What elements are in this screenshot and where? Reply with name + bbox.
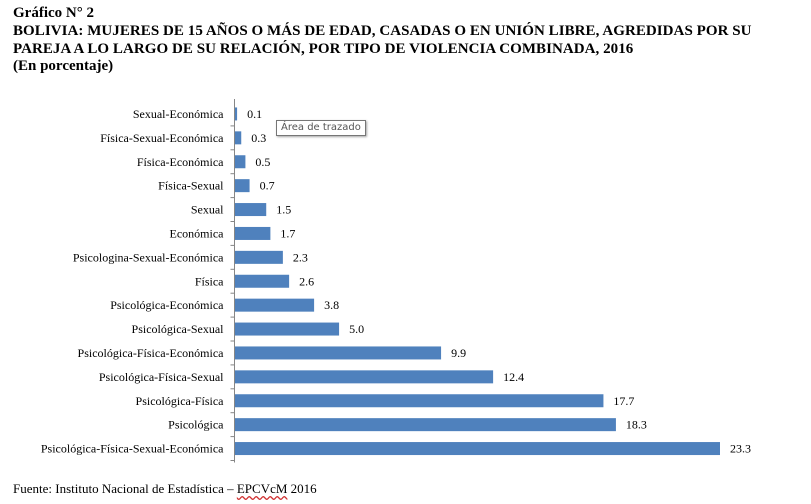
category-label: Sexual [191,203,224,217]
bar[interactable] [235,131,242,145]
data-label: 23.3 [730,442,751,456]
data-label: 0.5 [255,155,270,169]
bar[interactable] [235,442,720,456]
bar[interactable] [235,346,442,360]
category-label: Física [195,274,224,288]
plot-area-tooltip: Área de trazado [276,120,366,136]
chart-unit: (En porcentaje) [13,58,114,74]
bar[interactable] [235,418,616,432]
bar[interactable] [235,250,283,264]
category-label: Psicológica-Física-Sexual-Económica [41,442,224,456]
category-label: Económica [170,226,225,240]
category-label: Física-Económica [137,155,224,169]
category-label: Psicológica-Física-Sexual [99,370,224,384]
bar[interactable] [235,203,267,217]
bar[interactable] [235,155,246,169]
category-label: Física-Sexual-Económica [100,131,224,145]
bar-chart[interactable]: Sexual-Económica 0.1 Física-Sexual-Económi… [0,96,811,466]
category-label: Psicológica-Sexual [132,322,225,336]
data-label: 2.3 [293,250,308,264]
data-label: 2.6 [299,274,314,288]
bar[interactable] [235,107,238,121]
bar[interactable] [235,179,250,193]
chart-heading: Gráfico N° 2 BOLIVIA: MUJERES DE 15 AÑOS… [13,5,803,75]
bar[interactable] [235,370,494,384]
source-year: 2016 [287,481,317,496]
chart-title: BOLIVIA: MUJERES DE 15 AÑOS O MÁS DE EDA… [13,23,752,57]
category-label: Psicológica-Física [136,394,225,408]
source-prefix: Fuente: Instituto Nacional de Estadístic… [13,481,237,496]
data-label: 1.5 [276,203,291,217]
data-label: 0.7 [260,179,275,193]
data-label: 12.4 [503,370,524,384]
bar[interactable] [235,298,315,312]
bar[interactable] [235,394,604,408]
data-label: 9.9 [451,346,466,360]
source-note: Fuente: Instituto Nacional de Estadístic… [13,481,317,497]
data-label: 0.3 [251,131,266,145]
data-label: 0.1 [247,107,262,121]
data-label: 3.8 [324,298,339,312]
chart-number: Gráfico N° 2 [13,5,94,21]
data-label: 5.0 [349,322,364,336]
bar[interactable] [235,274,290,288]
bar[interactable] [235,226,271,240]
category-label: Psicológica [168,418,224,432]
category-label: Física-Sexual [158,179,224,193]
category-label: Psicológica-Económica [110,298,224,312]
data-label: 17.7 [613,394,634,408]
bar[interactable] [235,322,340,336]
category-label: Sexual-Económica [133,107,224,121]
category-label: Psicológica-Física-Económica [78,346,225,360]
category-label: Psicologina-Sexual-Económica [73,250,224,264]
data-label: 1.7 [280,226,295,240]
data-label: 18.3 [626,418,647,432]
source-survey: EPCVcM [236,481,288,496]
